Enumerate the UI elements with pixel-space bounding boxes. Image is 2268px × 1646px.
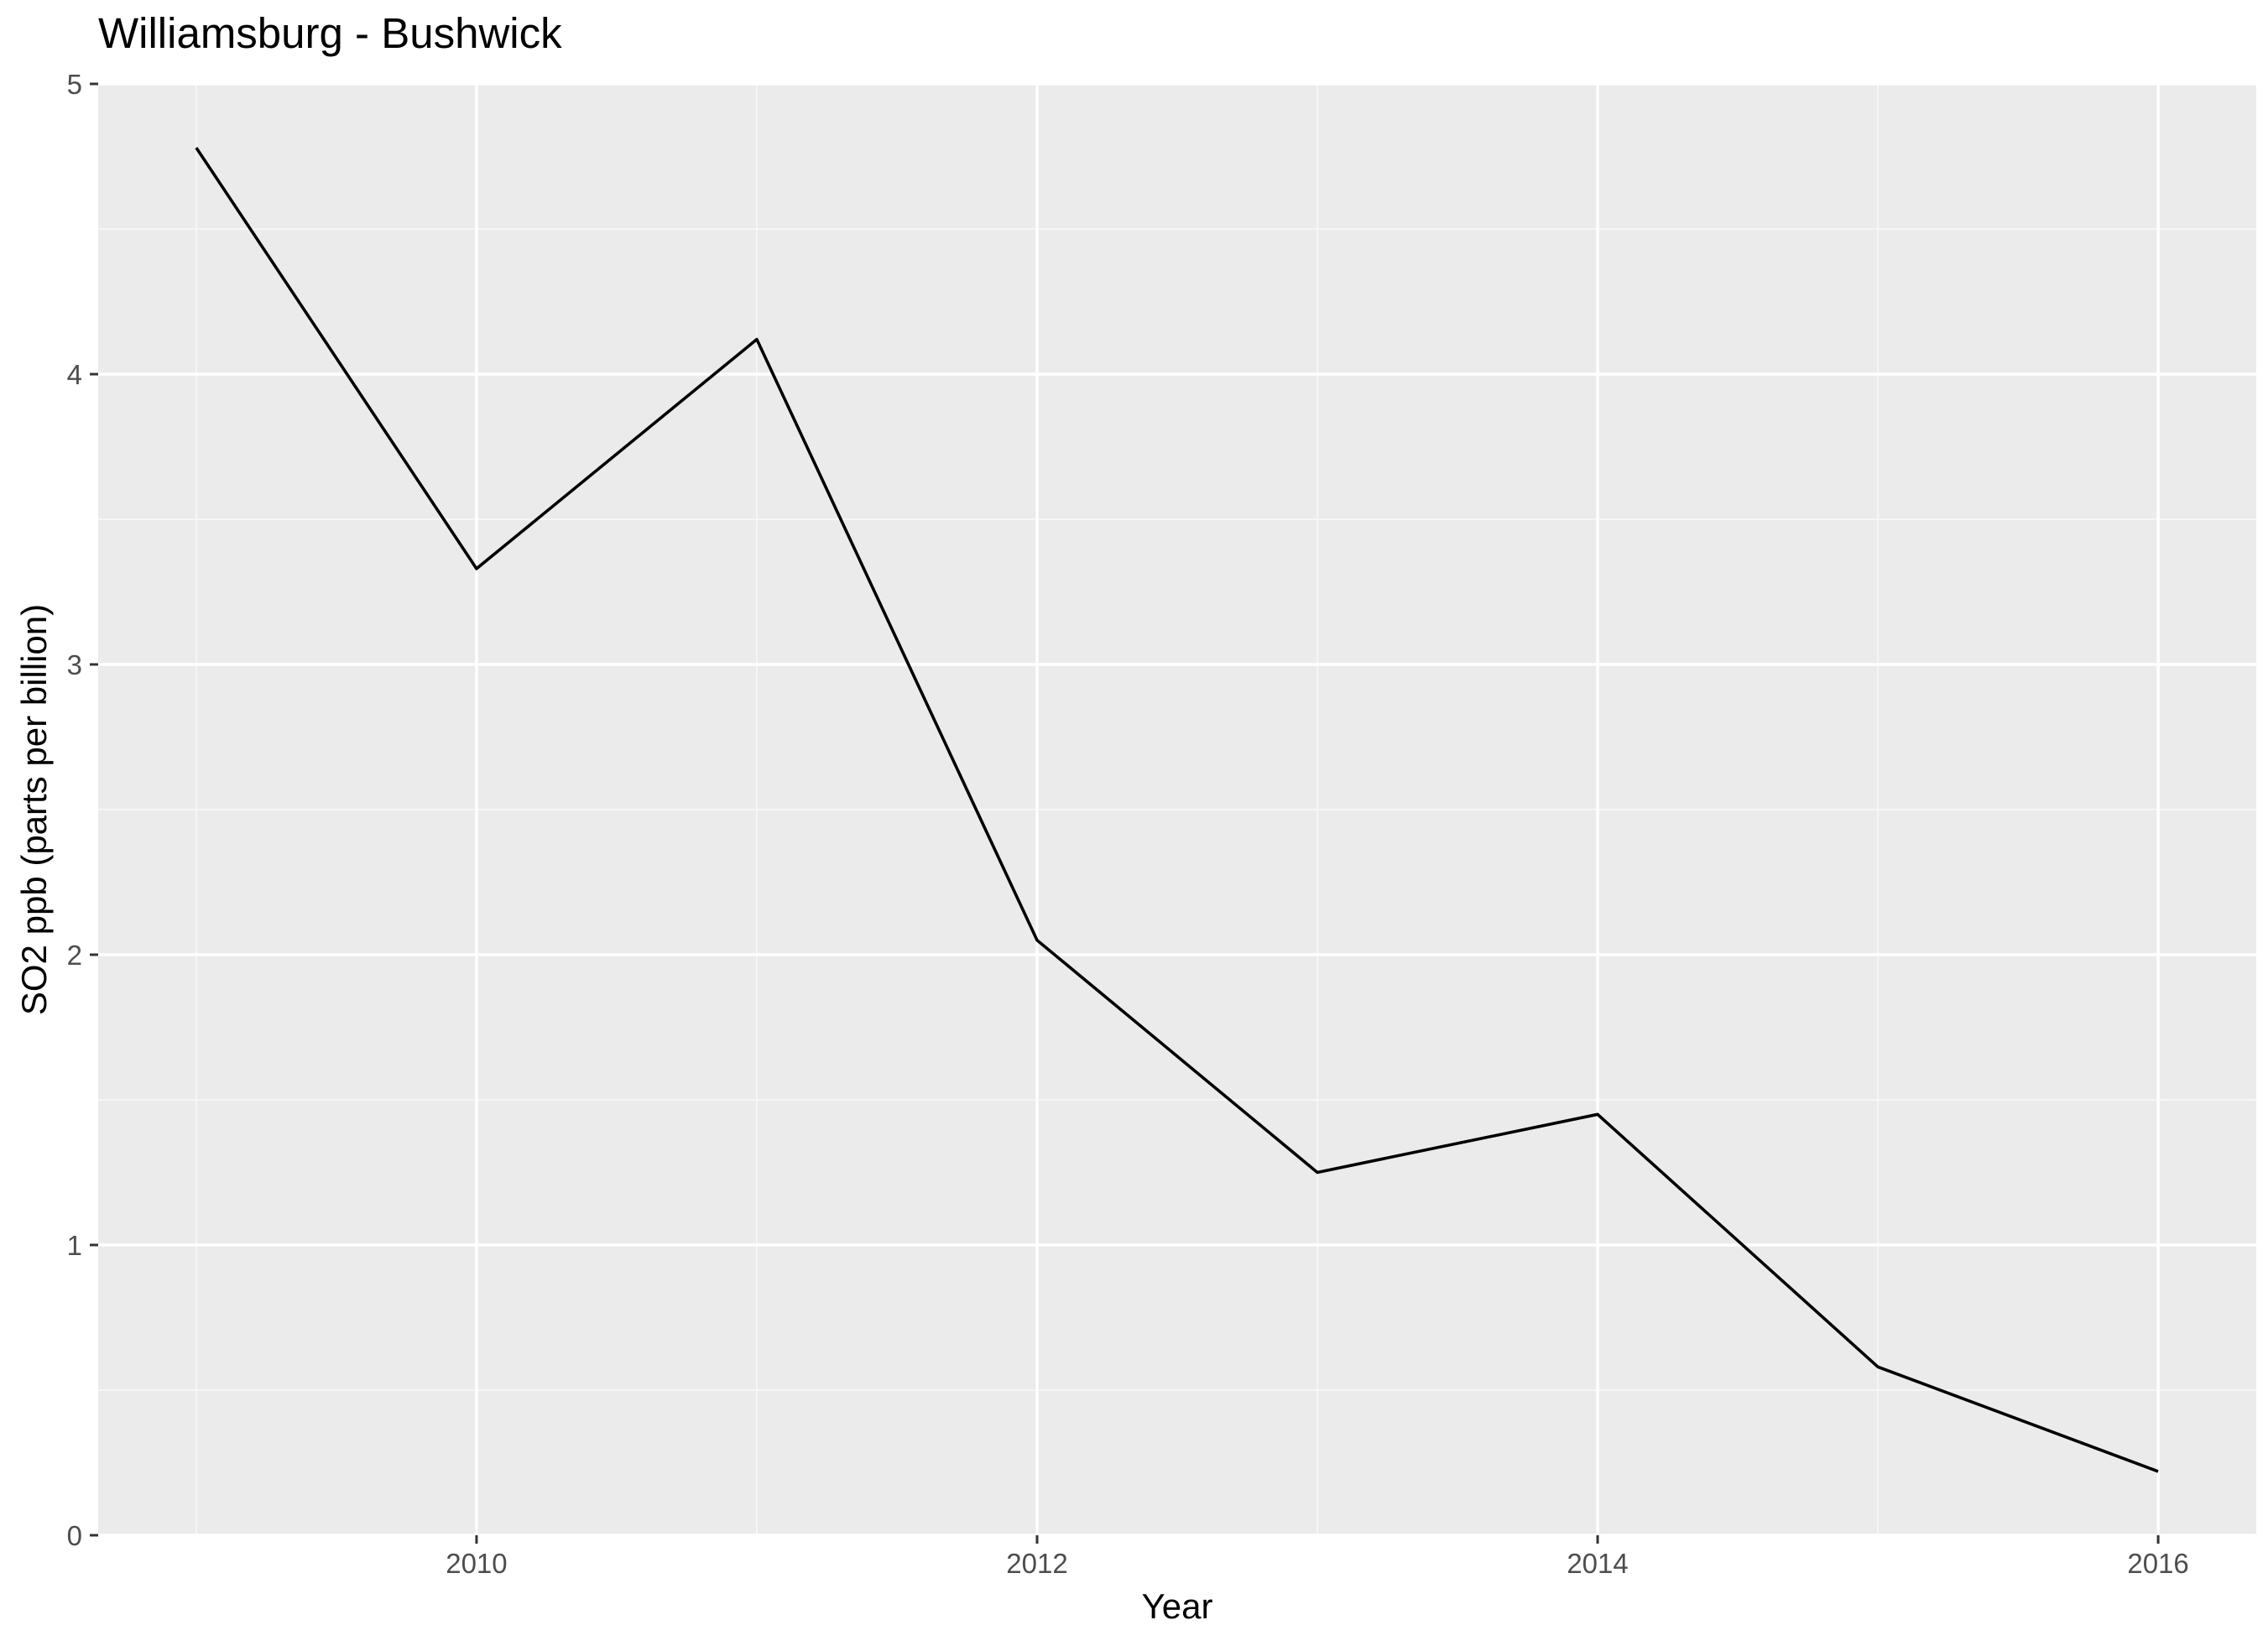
series-group: [195, 147, 2159, 1473]
y-tick-label: 3: [67, 649, 82, 680]
y-axis: 0 1 2 3 4 5: [67, 69, 98, 1551]
chart-title: Williamsburg - Bushwick: [98, 9, 562, 57]
y-axis-title: SO2 ppb (parts per billion): [14, 604, 54, 1015]
x-axis: 2010 2012 2014 2016: [446, 1535, 2189, 1579]
x-tick-label: 2010: [446, 1548, 507, 1579]
x-tick-label: 2014: [1567, 1548, 1628, 1579]
y-tick-label: 1: [67, 1230, 82, 1261]
x-tick-label: 2016: [2127, 1548, 2188, 1579]
y-tick-label: 4: [67, 359, 82, 390]
x-tick-label: 2012: [1006, 1548, 1067, 1579]
y-tick-label: 5: [67, 69, 82, 100]
major-gridlines: [98, 82, 2256, 1537]
x-axis-title: Year: [1142, 1586, 1213, 1626]
minor-gridlines: [98, 84, 2256, 1535]
y-tick-label: 0: [67, 1520, 82, 1551]
series-line: [195, 147, 2159, 1473]
y-tick-label: 2: [67, 940, 82, 971]
